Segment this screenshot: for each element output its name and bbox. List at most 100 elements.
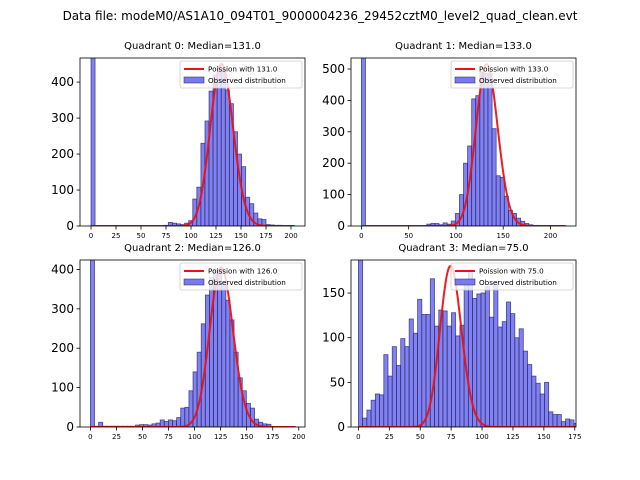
legend-label-poisson: Poission with 126.0 xyxy=(208,267,278,276)
legend-bar-swatch xyxy=(454,278,476,286)
x-tick-label: 150 xyxy=(497,232,510,240)
histogram-bar xyxy=(180,407,186,427)
histogram-bar xyxy=(250,407,255,427)
axes-frame xyxy=(79,57,306,227)
legend-label-observed: Observed distribution xyxy=(479,278,557,287)
legend-label-observed: Observed distribution xyxy=(208,278,286,287)
subplot-title: Quadrant 2: Median=126.0 xyxy=(124,243,261,254)
histogram-bar xyxy=(599,425,603,427)
x-tick-label: 75 xyxy=(162,232,171,240)
histogram-bar xyxy=(539,393,545,427)
legend: Poission with 75.0 Observed distribution xyxy=(450,262,574,291)
x-tick-label: 50 xyxy=(137,232,146,240)
x-tick-label: 175 xyxy=(259,232,272,240)
x-tick-label: 25 xyxy=(385,433,394,441)
histogram-bar xyxy=(360,58,366,226)
histogram-bar xyxy=(442,310,448,427)
legend: Poission with 126.0 Observed distribution xyxy=(179,262,303,291)
x-tick-label: 150 xyxy=(234,232,247,240)
x-tick-label: 25 xyxy=(112,232,121,240)
legend-frame xyxy=(450,262,574,291)
histogram-bar xyxy=(587,425,591,427)
histogram-bar xyxy=(421,314,427,427)
y-tick-label: 0 xyxy=(337,219,345,233)
x-tick-label: 100 xyxy=(449,232,462,240)
legend-label-poisson: Poission with 133.0 xyxy=(479,65,549,74)
x-tick-label: 100 xyxy=(188,433,201,441)
poisson-curve xyxy=(90,266,296,427)
histogram-bar xyxy=(358,260,364,427)
subplot-title: Quadrant 1: Median=133.0 xyxy=(395,41,532,52)
x-tick-label: 75 xyxy=(164,433,173,441)
histogram-bar xyxy=(595,424,599,427)
x-tick-label: 175 xyxy=(266,433,279,441)
y-tick-label: 400 xyxy=(51,75,74,89)
x-tick-label: 200 xyxy=(284,232,297,240)
histogram-bar xyxy=(455,335,461,427)
histogram-bar xyxy=(573,423,576,427)
y-tick-label: 300 xyxy=(51,302,74,316)
axes-frame xyxy=(350,259,577,428)
y-tick-label: 100 xyxy=(51,381,74,395)
x-tick-label: 0 xyxy=(359,232,363,240)
poisson-curve xyxy=(91,62,295,226)
histogram-bar xyxy=(362,417,368,427)
axes-frame xyxy=(79,259,306,428)
x-tick-label: 175 xyxy=(568,433,581,441)
histogram-bar xyxy=(167,419,173,427)
x-tick-label: 25 xyxy=(112,433,121,441)
histogram-bar xyxy=(396,364,402,427)
legend-label-poisson: Poission with 131.0 xyxy=(208,65,278,74)
histogram-bar xyxy=(176,417,182,427)
histogram-bar xyxy=(522,350,528,427)
histogram-bar xyxy=(505,301,512,427)
y-tick-label: 400 xyxy=(51,262,74,276)
histogram-bar xyxy=(404,346,410,427)
subplot-title: Quadrant 0: Median=131.0 xyxy=(124,41,261,52)
subplot-quadrant-1: Quadrant 1: Median=133.0 0 100 200 300 400 50… xyxy=(322,41,577,240)
histogram-bar xyxy=(487,73,493,226)
legend-frame xyxy=(179,262,303,291)
x-tick-label: 125 xyxy=(214,433,227,441)
plot-area xyxy=(90,58,295,226)
histogram-bar xyxy=(480,292,486,427)
y-tick-label: 400 xyxy=(322,93,345,107)
histogram-bar xyxy=(90,58,96,226)
subplot-quadrant-2: Quadrant 2: Median=126.0 0 100 200 300 400 0 2… xyxy=(51,243,305,441)
histogram-bar xyxy=(556,414,562,427)
y-tick-label: 200 xyxy=(51,147,74,161)
legend-frame xyxy=(450,60,574,89)
histogram-bar xyxy=(261,219,267,226)
y-tick-label: 0 xyxy=(66,219,74,233)
histogram-bar xyxy=(544,381,550,427)
x-tick-label: 125 xyxy=(506,433,519,441)
histogram-bar xyxy=(216,65,222,226)
histogram-bar xyxy=(412,332,419,427)
histogram-bar xyxy=(400,338,406,427)
histogram-bar xyxy=(98,421,104,427)
histogram-bar xyxy=(217,269,223,427)
histogram-bar xyxy=(552,414,558,427)
y-tick-label: 500 xyxy=(322,62,345,76)
histogram-bar xyxy=(510,313,516,427)
histogram-bar xyxy=(224,89,230,226)
histogram-bar xyxy=(370,399,376,427)
histogram-bar xyxy=(221,281,227,427)
y-tick-label: 0 xyxy=(337,420,345,434)
histogram-bar xyxy=(578,422,582,427)
legend-bar-swatch xyxy=(454,76,476,84)
y-tick-label: 100 xyxy=(322,331,345,345)
histogram-bar xyxy=(501,321,507,427)
histogram-bar xyxy=(366,409,372,427)
x-tick-label: 100 xyxy=(184,232,197,240)
histogram-bar xyxy=(374,393,380,427)
histogram-bar xyxy=(535,382,541,427)
x-tick-label: 0 xyxy=(356,433,360,441)
histogram-bar xyxy=(489,316,495,427)
y-tick-label: 200 xyxy=(51,341,74,355)
histogram-bar xyxy=(565,418,571,427)
y-tick-label: 300 xyxy=(322,125,345,139)
y-tick-label: 100 xyxy=(322,188,345,202)
histogram-bar xyxy=(484,286,490,427)
histogram-bar xyxy=(495,175,501,226)
